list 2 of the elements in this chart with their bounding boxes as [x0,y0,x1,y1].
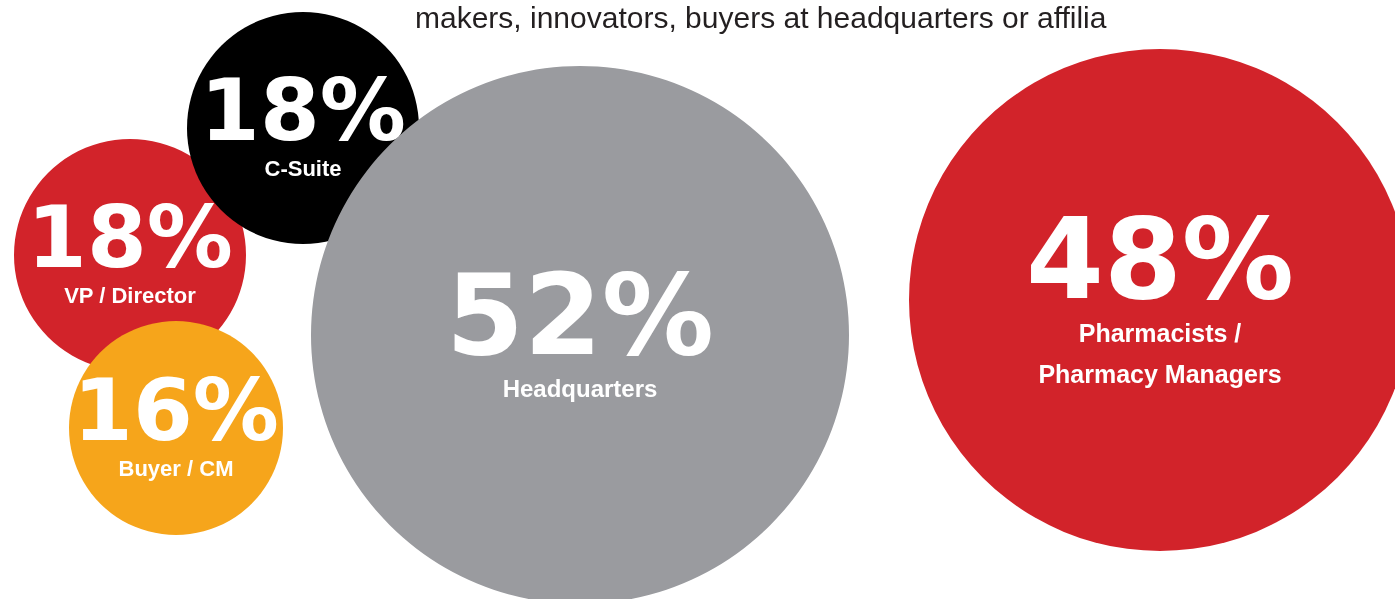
text: makers, innovators, buyers at headquarters or affilia [415,0,1107,34]
category-label: Headquarters [502,374,658,402]
